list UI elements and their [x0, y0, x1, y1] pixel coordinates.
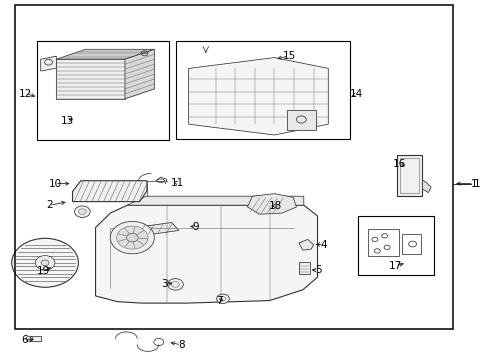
- Bar: [368, 229, 399, 256]
- Circle shape: [78, 209, 86, 215]
- Polygon shape: [247, 194, 296, 214]
- Polygon shape: [96, 205, 318, 303]
- Bar: [37, 41, 169, 140]
- Text: 1: 1: [474, 179, 481, 189]
- Circle shape: [74, 206, 90, 217]
- Text: 3: 3: [161, 279, 168, 289]
- Text: 13: 13: [61, 116, 74, 126]
- Text: 10: 10: [49, 179, 61, 189]
- Text: 7: 7: [216, 296, 223, 306]
- Polygon shape: [73, 181, 147, 202]
- Bar: [15, 5, 453, 329]
- Bar: [30, 336, 41, 341]
- Bar: [299, 262, 310, 274]
- Polygon shape: [127, 196, 304, 205]
- Text: 11: 11: [171, 178, 184, 188]
- Circle shape: [41, 260, 49, 266]
- Circle shape: [117, 226, 148, 249]
- Text: 17: 17: [389, 261, 403, 271]
- Bar: [402, 234, 421, 254]
- Circle shape: [217, 294, 229, 303]
- Circle shape: [110, 221, 154, 254]
- Polygon shape: [299, 239, 314, 250]
- Text: 5: 5: [315, 265, 322, 275]
- Polygon shape: [56, 59, 125, 99]
- Text: 15: 15: [282, 51, 296, 61]
- Polygon shape: [422, 180, 431, 193]
- Circle shape: [35, 256, 55, 270]
- Bar: [176, 41, 350, 139]
- Polygon shape: [189, 58, 328, 135]
- Text: 6: 6: [21, 335, 28, 345]
- Circle shape: [12, 238, 78, 287]
- Text: 12: 12: [19, 89, 32, 99]
- Polygon shape: [136, 222, 179, 235]
- Bar: [397, 155, 422, 196]
- Text: 2: 2: [47, 200, 53, 210]
- Text: 19: 19: [36, 266, 50, 276]
- Text: 1: 1: [470, 179, 477, 189]
- Bar: [358, 216, 434, 275]
- Text: 4: 4: [320, 240, 327, 250]
- Polygon shape: [287, 110, 316, 130]
- Circle shape: [126, 233, 138, 242]
- Text: 14: 14: [350, 89, 364, 99]
- Polygon shape: [41, 56, 56, 71]
- Bar: [400, 158, 419, 193]
- Text: 8: 8: [178, 340, 185, 350]
- Text: 16: 16: [392, 159, 406, 169]
- Polygon shape: [56, 49, 154, 59]
- Polygon shape: [125, 49, 154, 99]
- Circle shape: [168, 279, 183, 290]
- Text: 9: 9: [193, 222, 199, 232]
- Text: 18: 18: [269, 201, 283, 211]
